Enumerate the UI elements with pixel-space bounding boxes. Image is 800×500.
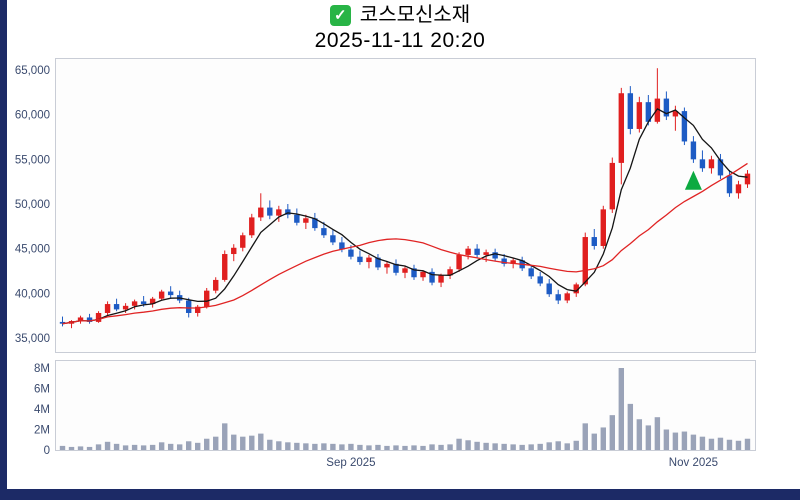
svg-text:60,000: 60,000 <box>15 110 50 122</box>
window-edge-left <box>0 0 7 500</box>
svg-text:55,000: 55,000 <box>15 154 50 166</box>
chart-header: ✓ 코스모신소재 2025-11-11 20:20 <box>0 3 800 54</box>
svg-text:45,000: 45,000 <box>15 244 50 256</box>
svg-text:Sep 2025: Sep 2025 <box>326 457 375 469</box>
svg-text:4M: 4M <box>34 404 50 416</box>
buy-signal-triangle-icon <box>684 170 702 190</box>
svg-text:2M: 2M <box>34 425 50 437</box>
window-edge-bottom <box>0 489 800 500</box>
svg-text:35,000: 35,000 <box>15 333 50 345</box>
svg-text:6M: 6M <box>34 384 50 396</box>
svg-text:50,000: 50,000 <box>15 199 50 211</box>
svg-text:8M: 8M <box>34 363 50 375</box>
svg-text:40,000: 40,000 <box>15 288 50 300</box>
volume-axis-labels: 8M 6M 4M 2M 0 <box>34 363 50 457</box>
ma-short-line <box>62 108 748 325</box>
svg-text:65,000: 65,000 <box>15 65 50 77</box>
volume-bars <box>59 368 751 450</box>
svg-text:Nov 2025: Nov 2025 <box>669 457 718 469</box>
panel-borders <box>55 58 756 451</box>
check-icon: ✓ <box>329 5 351 26</box>
stock-name: 코스모신소재 <box>359 4 471 26</box>
chart-datetime: 2025-11-11 20:20 <box>314 29 486 52</box>
price-axis-labels: 65,000 60,000 55,000 50,000 45,000 40,000 35,0… <box>15 65 50 345</box>
x-axis-labels: Sep 2025 Nov 2025 <box>326 457 718 469</box>
title-row: ✓ 코스모신소재 <box>0 3 800 28</box>
svg-text:0: 0 <box>44 445 50 457</box>
ma-long-line <box>62 162 748 325</box>
